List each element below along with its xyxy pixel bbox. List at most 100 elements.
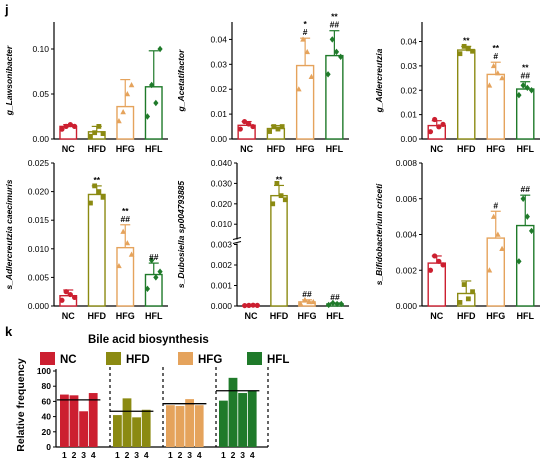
k-bar-hfl [219, 400, 228, 447]
panel-4-sig-hfg: ## [121, 214, 131, 224]
panel-2-point-hfd [275, 126, 281, 132]
panel-6-x-label-hfd: HFD [457, 311, 476, 321]
panel-6-point-hfg [486, 267, 493, 273]
panel-4-point-nc [59, 297, 65, 303]
panel-6-point-nc [440, 262, 446, 268]
panel-3-point-hfd [457, 51, 463, 57]
k-bar-nc [69, 395, 79, 447]
panel-3-point-hfl [524, 84, 530, 92]
panel-3-x-label-hfg: HFG [486, 144, 505, 154]
panel-3-ytick-label: 0.02 [400, 85, 417, 95]
panel-5-point-hfg [310, 298, 317, 305]
panel-5-ytick-label: 0.002 [211, 260, 233, 270]
panel-1-point-hfg [120, 109, 126, 115]
k-xtick-label: 1 [168, 450, 173, 460]
k-xtick-label: 3 [134, 450, 139, 460]
panel-4-ytick-label: 0.005 [28, 272, 50, 282]
panel-6-point-nc [432, 253, 438, 259]
panel-3-y-axis-label: g_Adlercreutzia [374, 48, 384, 113]
panel-4-sig-hfd: ** [93, 175, 100, 185]
panel-3-bar-hfd [456, 49, 476, 140]
panel-5-point-hfg [297, 300, 304, 307]
k-legend-label-hfl: HFL [267, 354, 289, 366]
panel-5-point-hfl [338, 300, 344, 308]
panel-6-x-label-hfg: HFG [486, 311, 505, 321]
panel-1-ytick-label: 0.00 [32, 134, 49, 144]
panel-6-x-label-nc: NC [430, 311, 443, 321]
k-bar-hfg [175, 405, 185, 447]
panel-2-point-hfg [308, 73, 315, 79]
panel-6-point-hfd [457, 300, 463, 305]
panel-1-point-hfd [100, 131, 106, 136]
panel-3-point-hfg [499, 75, 505, 81]
panel-6-point-hfg [495, 231, 501, 237]
panel-4-ytick-label: 0.025 [28, 158, 50, 168]
panel-5-point-hfl [330, 299, 336, 307]
panel-5-sig-hfl: ## [330, 292, 340, 302]
panel-5-ytick-label: 0.000 [211, 301, 233, 311]
k-xtick-label: 3 [187, 450, 192, 460]
k-bar-hfl [228, 377, 238, 447]
panel-2-ytick-label: 0.04 [210, 34, 227, 44]
panel-5-ytick-label: 0.003 [211, 240, 233, 250]
panel-3-point-hfl [520, 82, 526, 89]
panel-6-sig-hfg: # [493, 200, 498, 210]
k-title: Bile acid biosynthesis [88, 334, 209, 346]
panel-1-point-hfl [153, 99, 159, 107]
panel-3-point-hfl [528, 87, 535, 94]
k-legend-label-hfg: HFG [198, 354, 222, 366]
panel-6-point-hfd [465, 296, 471, 302]
panel-4-sig-hfg: ** [122, 206, 129, 216]
panel-5-x-label-hfd: HFD [270, 311, 289, 321]
panel-2-x-label-nc: NC [240, 144, 253, 154]
panel-1-point-hfg [128, 82, 135, 88]
k-ytick-label: 100 [37, 366, 51, 376]
panel-2-ytick-label: 0.03 [210, 59, 227, 69]
k-bar-nc [88, 393, 98, 447]
k-bar-hfg [185, 399, 194, 447]
panel-4-point-hfd [100, 194, 106, 200]
k-bar-hfg [166, 405, 175, 447]
panel-1-point-hfd [96, 124, 102, 129]
panel-6-sig-hfl: ## [521, 184, 531, 194]
k-xtick-label: 1 [115, 450, 120, 460]
k-ytick-label: 60 [42, 396, 52, 406]
panel-3-ytick-label: 0.01 [400, 110, 417, 120]
panel-2-sig-hfg: * [303, 19, 307, 29]
panel-2-point-nc [241, 118, 248, 125]
panel-2-sig-hfl: ## [330, 20, 340, 30]
panel-4-point-hfl [157, 268, 163, 275]
panel-6-point-hfl [524, 213, 530, 220]
panel-5-point-nc [242, 302, 248, 309]
panel-4-ytick-label: 0.015 [28, 215, 50, 225]
k-bar-hfl [238, 393, 247, 447]
panel-2-point-hfg [296, 86, 302, 92]
panel-6-point-hfg [490, 213, 497, 219]
k-xtick-label: 4 [197, 450, 202, 460]
k-bar-hfd [141, 409, 151, 447]
panel-5-ytick-label: 0.030 [211, 178, 233, 188]
panel-6-point-hfd [461, 282, 467, 287]
panel-3-point-nc [440, 121, 446, 127]
panel-5-point-hfl [334, 300, 340, 308]
panel-1-point-hfd [92, 130, 98, 136]
panel-1-point-hfg [124, 91, 131, 97]
panel-5-point-nc [246, 302, 252, 308]
panel-5-point-hfl [326, 301, 332, 309]
panel-1-ytick-label: 0.10 [32, 44, 49, 54]
panel-2-point-nc [250, 123, 256, 130]
k-bar-hfd [113, 415, 122, 447]
panel-3-point-nc [436, 124, 442, 130]
k-xtick-label: 2 [125, 450, 130, 460]
panel-3-point-nc [427, 129, 434, 135]
k-legend-swatch-hfl [247, 352, 262, 365]
panel-3-sig-hfd: ** [463, 35, 470, 45]
k-xtick-label: 4 [250, 450, 255, 460]
panel-4-point-hfl [153, 274, 159, 281]
k-y-axis-label: Relative frequency [15, 358, 27, 452]
panel-4-point-hfl [144, 285, 151, 293]
k-bar-nc [60, 394, 69, 447]
k-bar-nc [79, 411, 88, 447]
panel-5-point-nc [250, 302, 256, 308]
panel-6-point-hfl [528, 227, 535, 235]
